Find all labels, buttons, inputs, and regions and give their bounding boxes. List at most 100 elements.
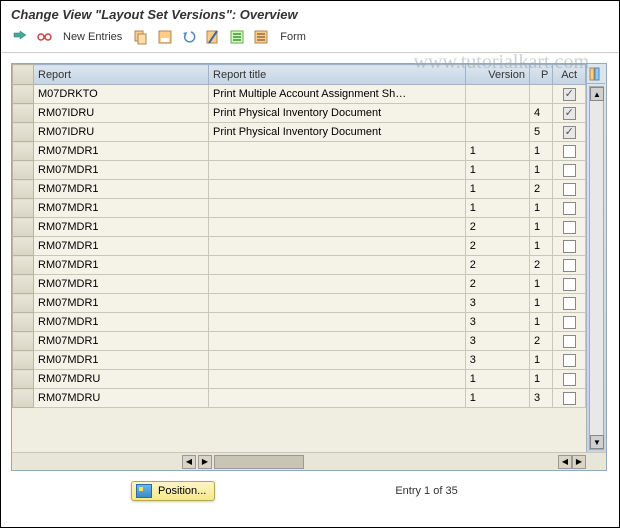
col-report-header[interactable]: Report (34, 65, 209, 85)
act-checkbox[interactable] (563, 278, 576, 291)
table-row[interactable]: RM07MDR1 22 (13, 256, 586, 275)
act-checkbox[interactable] (563, 107, 576, 120)
table-row[interactable]: RM07MDR132 (13, 332, 586, 351)
cell-title[interactable] (209, 313, 466, 332)
cell-report[interactable]: RM07MDR1 (34, 180, 209, 199)
act-checkbox[interactable] (563, 354, 576, 367)
cell-act[interactable] (553, 275, 586, 294)
cell-version[interactable]: 2 (465, 218, 529, 237)
scroll-up-icon[interactable]: ▲ (590, 87, 604, 101)
cell-p[interactable]: 1 (529, 142, 552, 161)
cell-act[interactable] (553, 123, 586, 142)
row-handle[interactable] (13, 370, 34, 389)
col-act-header[interactable]: Act (553, 65, 586, 85)
cell-p[interactable]: 1 (529, 370, 552, 389)
cell-act[interactable] (553, 161, 586, 180)
toggle-icon[interactable] (11, 28, 29, 46)
cell-title[interactable] (209, 389, 466, 408)
cell-report[interactable]: RM07MDRU (34, 389, 209, 408)
cell-version[interactable]: 1 (465, 161, 529, 180)
table-row[interactable]: RM07MDR121 (13, 275, 586, 294)
table-row[interactable]: RM07MDR111 (13, 142, 586, 161)
cell-title[interactable] (209, 161, 466, 180)
act-checkbox[interactable] (563, 221, 576, 234)
cell-title[interactable] (209, 370, 466, 389)
act-checkbox[interactable] (563, 202, 576, 215)
cell-title[interactable]: Print Physical Inventory Document (209, 123, 466, 142)
table-row[interactable]: RM07MDR121 (13, 218, 586, 237)
row-handle[interactable] (13, 123, 34, 142)
act-checkbox[interactable] (563, 145, 576, 158)
table-row[interactable]: RM07MDRU13 (13, 389, 586, 408)
table-row[interactable]: RM07MDR111 (13, 161, 586, 180)
cell-report[interactable]: RM07MDR1 (34, 218, 209, 237)
glasses-icon[interactable] (35, 28, 53, 46)
cell-version[interactable]: 3 (465, 313, 529, 332)
cell-act[interactable] (553, 237, 586, 256)
cell-p[interactable]: 2 (529, 256, 552, 275)
cell-title[interactable] (209, 351, 466, 370)
cell-act[interactable] (553, 218, 586, 237)
row-handle[interactable] (13, 218, 34, 237)
row-handle[interactable] (13, 199, 34, 218)
select-all-icon[interactable] (228, 28, 246, 46)
cell-version[interactable] (465, 104, 529, 123)
cell-title[interactable]: Print Physical Inventory Document (209, 104, 466, 123)
table-row[interactable]: RM07MDR131 (13, 351, 586, 370)
row-handle[interactable] (13, 313, 34, 332)
cell-p[interactable]: 1 (529, 294, 552, 313)
undo-icon[interactable] (180, 28, 198, 46)
vertical-scrollbar[interactable]: ▲ ▼ (589, 86, 604, 450)
cell-report[interactable]: RM07IDRU (34, 123, 209, 142)
table-row[interactable]: RM07IDRUPrint Physical Inventory Documen… (13, 104, 586, 123)
act-checkbox[interactable] (563, 392, 576, 405)
cell-report[interactable]: RM07IDRU (34, 104, 209, 123)
cell-act[interactable] (553, 142, 586, 161)
row-handle[interactable] (13, 294, 34, 313)
cell-title[interactable] (209, 294, 466, 313)
copy-icon[interactable] (132, 28, 150, 46)
cell-title[interactable] (209, 180, 466, 199)
cell-p[interactable]: 2 (529, 332, 552, 351)
cell-act[interactable] (553, 180, 586, 199)
cell-report[interactable]: RM07MDR1 (34, 351, 209, 370)
act-checkbox[interactable] (563, 297, 576, 310)
cell-report[interactable]: RM07MDR1 (34, 199, 209, 218)
col-version-header[interactable]: Version (465, 65, 529, 85)
cell-title[interactable] (209, 256, 466, 275)
cell-title[interactable] (209, 218, 466, 237)
act-checkbox[interactable] (563, 164, 576, 177)
cell-act[interactable] (553, 332, 586, 351)
cell-p[interactable]: 2 (529, 180, 552, 199)
cell-p[interactable]: 1 (529, 275, 552, 294)
cell-act[interactable] (553, 389, 586, 408)
col-handle-header[interactable] (13, 65, 34, 85)
cell-report[interactable]: RM07MDR1 (34, 256, 209, 275)
cell-title[interactable] (209, 332, 466, 351)
act-checkbox[interactable] (563, 126, 576, 139)
cell-version[interactable]: 3 (465, 294, 529, 313)
cell-title[interactable]: Print Multiple Account Assignment Sh… (209, 85, 466, 104)
cell-p[interactable]: 1 (529, 351, 552, 370)
config-columns-icon[interactable] (587, 64, 605, 84)
row-handle[interactable] (13, 180, 34, 199)
scroll-left2-icon[interactable]: ◀ (558, 455, 572, 469)
row-handle[interactable] (13, 275, 34, 294)
table-row[interactable]: RM07MDR111 (13, 199, 586, 218)
cell-act[interactable] (553, 294, 586, 313)
cell-version[interactable]: 1 (465, 370, 529, 389)
cell-act[interactable] (553, 370, 586, 389)
horizontal-scrollbar[interactable]: ◀ ▶ (182, 455, 370, 469)
cell-version[interactable]: 2 (465, 256, 529, 275)
cell-version[interactable] (465, 85, 529, 104)
cell-report[interactable]: RM07MDR1 (34, 275, 209, 294)
cell-version[interactable]: 1 (465, 199, 529, 218)
scroll-left-icon[interactable]: ◀ (182, 455, 196, 469)
cell-p[interactable]: 3 (529, 389, 552, 408)
cell-version[interactable]: 1 (465, 180, 529, 199)
cell-version[interactable]: 3 (465, 332, 529, 351)
scroll-track[interactable] (214, 455, 304, 469)
act-checkbox[interactable] (563, 373, 576, 386)
act-checkbox[interactable] (563, 335, 576, 348)
table-row[interactable]: M07DRKTOPrint Multiple Account Assignmen… (13, 85, 586, 104)
